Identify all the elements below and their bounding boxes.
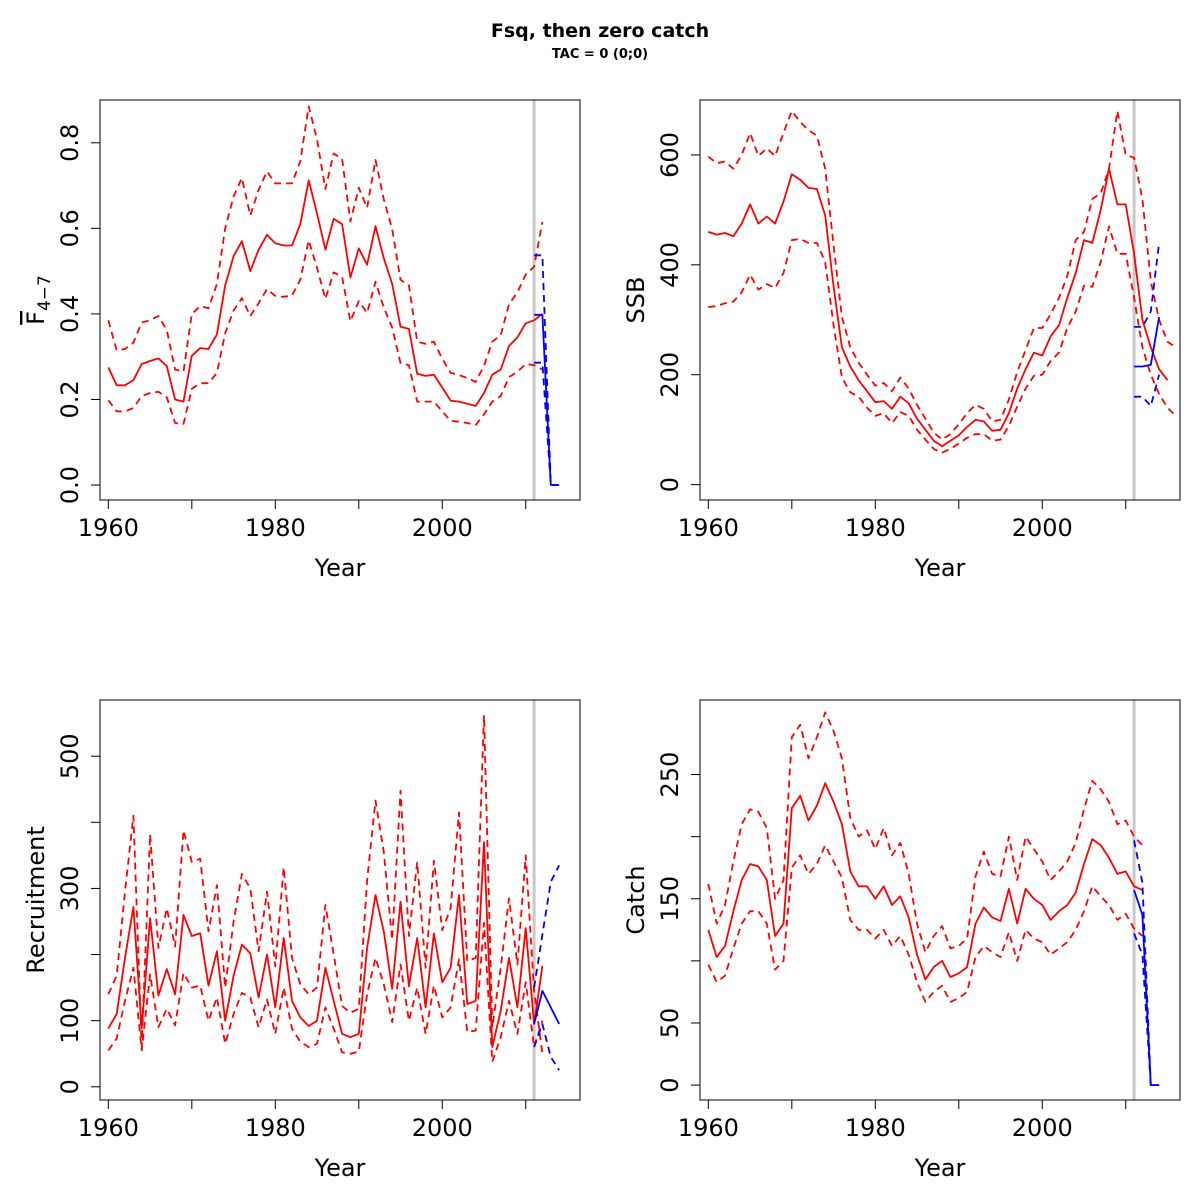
y-tick-label: 0.8 xyxy=(56,124,84,162)
x-tick-label: 1980 xyxy=(245,514,306,542)
y-tick-label: 200 xyxy=(656,352,684,398)
y-tick-label: 250 xyxy=(656,752,684,798)
series-group xyxy=(107,105,560,486)
y-tick-label: 0.6 xyxy=(56,209,84,247)
series-history-solid-line xyxy=(107,841,544,1048)
figure-subtitle: TAC = 0 (0;0) xyxy=(551,47,649,62)
x-tick-label: 2000 xyxy=(412,514,473,542)
plot-frame xyxy=(699,99,1181,501)
y-tick-label: 300 xyxy=(56,866,84,912)
x-tick-label: 2000 xyxy=(1012,1114,1073,1142)
plot-frame xyxy=(699,699,1181,1101)
panel-recruitment: 1960 1980 2000 Year 0 100 300 500 Recruitment xyxy=(22,699,581,1182)
series-projection-solid-line xyxy=(533,990,560,1025)
x-axis-label: Year xyxy=(914,554,966,582)
x-axis-label: Year xyxy=(314,554,366,582)
y-tick-label: 0.0 xyxy=(56,466,84,504)
plot-frame xyxy=(99,99,581,501)
x-axis-label: Year xyxy=(914,1154,966,1182)
series-projection-solid-line xyxy=(1134,316,1160,368)
y-axis-label-main: F xyxy=(22,311,50,325)
x-tick-label: 1960 xyxy=(78,1114,139,1142)
y-tick-label: 0 xyxy=(656,477,684,492)
series-projection-dashed-line xyxy=(533,1023,560,1071)
series-history-dashed-line xyxy=(107,921,544,1063)
series-projection-dashed-line xyxy=(1133,933,1160,1086)
series-projection-dashed-line xyxy=(1133,840,1160,1086)
x-tick-label: 1980 xyxy=(845,514,906,542)
series-history-dashed-line xyxy=(707,711,1144,954)
series-group xyxy=(707,711,1160,1086)
y-axis-label-subscript: 4−7 xyxy=(35,275,55,311)
series-projection-solid-line xyxy=(534,313,560,486)
series-projection-dashed-line xyxy=(1134,242,1160,328)
panel-ssb: 1960 1980 2000 Year 0 200 400 600 SSB xyxy=(622,99,1181,582)
series-projection-dashed-line xyxy=(534,254,560,486)
series-projection-dashed-line xyxy=(1134,374,1160,407)
series-history-dashed-line xyxy=(107,714,544,1054)
y-tick-label: 0 xyxy=(656,1077,684,1092)
y-tick-label: 100 xyxy=(56,998,84,1044)
figure-title: Fsq, then zero catch xyxy=(490,20,710,42)
x-tick-label: 1980 xyxy=(245,1114,306,1142)
y-axis-label: Recruitment xyxy=(22,826,50,973)
series-projection-dashed-line xyxy=(534,361,560,486)
series-history-solid-line xyxy=(707,782,1143,981)
x-axis-label: Year xyxy=(314,1154,366,1182)
y-axis-label: F4−7 xyxy=(22,275,55,325)
y-tick-label: 150 xyxy=(656,876,684,922)
series-history-dashed-line xyxy=(107,105,544,383)
y-axis-label: SSB xyxy=(622,277,650,324)
panel-catch: 1960 1980 2000 Year 0 50 150 250 Catch xyxy=(622,699,1181,1182)
y-tick-label: 50 xyxy=(656,1008,684,1039)
y-tick-label: 0.2 xyxy=(56,380,84,418)
panel-f: 1960 1980 2000 Year 0.0 0.2 0.4 0.6 0.8 F4−7 xyxy=(22,99,581,582)
y-tick-label: 600 xyxy=(656,132,684,178)
x-tick-label: 1960 xyxy=(78,514,139,542)
series-history-dashed-line xyxy=(107,239,543,427)
series-history-dashed-line xyxy=(707,110,1177,441)
series-history-dashed-line xyxy=(707,844,1143,1003)
x-tick-label: 1960 xyxy=(678,1114,739,1142)
x-tick-label: 1960 xyxy=(678,514,739,542)
x-tick-label: 1980 xyxy=(845,1114,906,1142)
y-axis-label: Catch xyxy=(622,865,650,934)
y-tick-label: 0.4 xyxy=(56,295,84,333)
series-history-dashed-line xyxy=(708,225,1177,454)
x-tick-label: 2000 xyxy=(412,1114,473,1142)
series-group xyxy=(107,714,560,1071)
y-tick-label: 500 xyxy=(56,733,84,779)
series-history-solid-line xyxy=(708,167,1169,448)
y-tick-label: 400 xyxy=(656,242,684,288)
series-projection-dashed-line xyxy=(533,864,560,988)
series-group xyxy=(707,110,1177,454)
y-tick-label: 0 xyxy=(56,1079,84,1094)
x-tick-label: 2000 xyxy=(1012,514,1073,542)
plot-frame xyxy=(99,699,581,1101)
series-history-solid-line xyxy=(107,179,543,407)
